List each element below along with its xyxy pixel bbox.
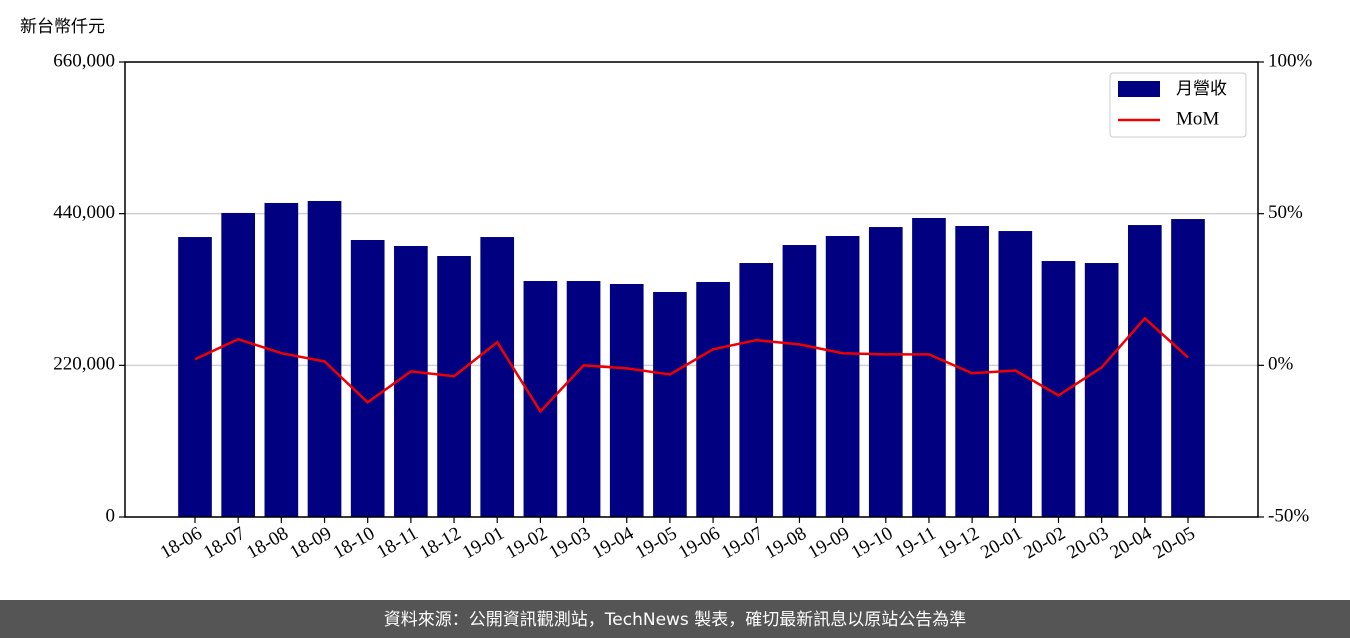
x-tick-label: 20-02 [1020, 523, 1069, 563]
x-tick-label: 20-04 [1107, 523, 1156, 564]
x-tick-label: 19-05 [632, 523, 681, 563]
x-tick-label: 19-01 [459, 523, 508, 563]
x-tick-label: 19-03 [545, 523, 594, 563]
bar [868, 227, 903, 518]
x-tick-label: 20-01 [977, 523, 1026, 563]
bar [653, 291, 687, 517]
x-tick-label: 19-06 [675, 523, 724, 563]
x-tick-label: 18-06 [157, 523, 206, 563]
bar [221, 212, 256, 517]
bar [739, 263, 774, 517]
x-tick-label: 18-11 [373, 523, 421, 563]
y2-tick-label: 100% [1268, 50, 1313, 71]
x-tick-label: 20-03 [1063, 523, 1112, 563]
bar [178, 237, 212, 518]
y-axis-label: 新台幣仟元 [20, 17, 105, 37]
x-tick-label: 18-07 [200, 523, 249, 563]
footer-bar [0, 600, 1350, 638]
bar [1171, 219, 1205, 517]
bar [264, 202, 299, 517]
legend-swatch [1118, 81, 1160, 97]
x-tick-label: 19-04 [589, 523, 638, 564]
bar [825, 236, 860, 517]
x-tick-label: 19-11 [891, 523, 939, 563]
bar [782, 245, 817, 517]
bar [566, 281, 601, 517]
bar [998, 231, 1033, 517]
bar [1127, 225, 1162, 517]
legend-label: MoM [1176, 108, 1219, 129]
bar [912, 218, 946, 518]
y-tick-label: 440,000 [53, 202, 115, 223]
x-tick-label: 19-08 [761, 523, 810, 563]
plot-frame [124, 61, 1259, 518]
y-tick-label: 660,000 [53, 50, 115, 71]
x-tick-label: 18-10 [329, 523, 378, 563]
bar [437, 255, 471, 517]
y2-tick-label: 50% [1268, 202, 1303, 223]
y-tick-label: 0 [106, 505, 116, 526]
x-tick-label: 19-07 [718, 523, 767, 563]
bar [696, 281, 730, 517]
x-tick-label: 19-12 [934, 523, 983, 563]
bar [1084, 263, 1119, 517]
legend-label: 月營收 [1176, 79, 1227, 99]
x-tick-label: 18-08 [243, 523, 292, 563]
footer-source: 資料來源：公開資訊觀測站，TechNews 製表，確切最新訊息以原站公告為準 [384, 610, 966, 630]
bar [394, 245, 428, 517]
bar [350, 240, 385, 517]
mom-line [194, 316, 1189, 414]
x-tick-label: 20-05 [1150, 523, 1199, 563]
y2-tick-label: 0% [1268, 354, 1294, 375]
bar [609, 283, 644, 517]
x-tick-label: 19-09 [804, 523, 853, 563]
x-tick-label: 19-10 [848, 523, 897, 563]
bar [480, 237, 515, 518]
y-tick-label: 220,000 [53, 354, 115, 375]
x-tick-label: 18-12 [416, 523, 465, 563]
x-tick-label: 18-09 [286, 523, 335, 563]
x-tick-label: 19-02 [502, 523, 551, 563]
y2-tick-label: -50% [1268, 505, 1309, 526]
